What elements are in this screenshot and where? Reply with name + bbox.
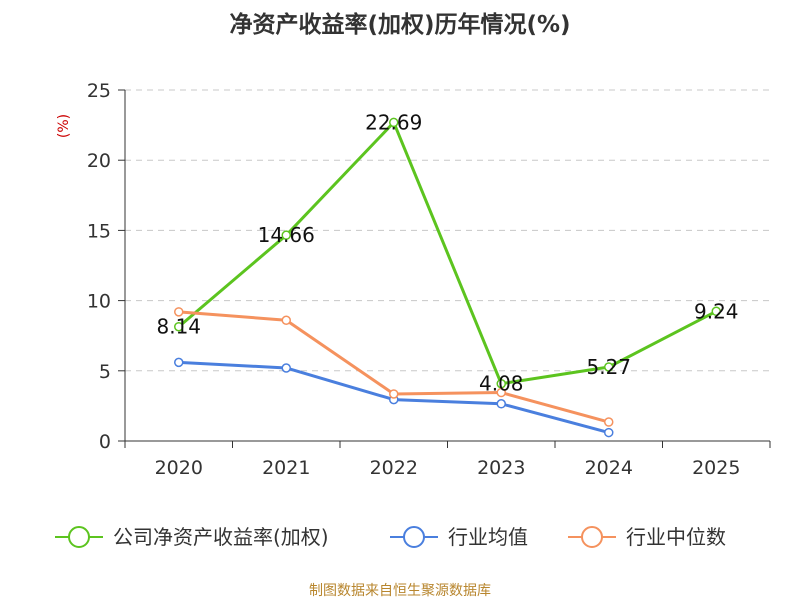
legend[interactable]: 公司净资产收益率(加权) 行业均值 行业中位数 [55,525,726,549]
y-tick-label-5: 5 [99,361,111,383]
y-tick-label-20: 20 [87,150,111,172]
data-label-2024: 5.27 [586,355,631,379]
series-1-point-2020 [174,357,184,368]
data-labels: 8.14 14.66 22.69 4.08 5.27 9.24 [156,110,738,395]
y-tick-label-25: 25 [87,80,111,102]
series-2-point-2023 [496,387,506,398]
x-tick-label-2024: 2024 [585,457,633,479]
series-line-0 [177,120,717,386]
series-1-point-2021 [281,363,291,373]
legend-label-1: 行业均值 [448,525,528,549]
legend-swatch-marker-1 [403,526,425,548]
series-0-point-2023 [496,378,506,389]
data-label-2021: 14.66 [258,223,315,247]
series-1-point-2024 [604,427,614,438]
legend-item-0[interactable]: 公司净资产收益率(加权) [55,525,329,549]
x-tick-label-2022: 2022 [370,457,418,479]
series-layer [174,117,721,438]
x-tick-label-2020: 2020 [155,457,203,479]
x-tick-label-2023: 2023 [477,457,525,479]
grid [125,89,770,372]
data-label-2022: 22.69 [365,110,422,134]
series-2-point-2024 [604,417,614,427]
series-0-point-2024 [604,362,614,372]
series-1-point-2023 [496,399,506,409]
chart-title: 净资产收益率(加权)历年情况(%) [229,11,570,38]
data-label-2020: 8.14 [156,315,201,339]
series-0-point-2022 [389,117,399,128]
legend-swatch-marker-2 [581,526,603,548]
x-tick-label-2021: 2021 [262,457,310,479]
legend-swatch-marker-0 [68,526,90,548]
series-2-point-2021 [281,315,291,326]
series-2-point-2022 [389,389,399,399]
y-axis-label: (%) [56,114,72,138]
series-0-point-2025 [711,306,721,317]
x-tick-label-2025: 2025 [692,457,740,479]
series-0-point-2021 [281,230,291,240]
legend-label-2: 行业中位数 [626,525,726,549]
series-0-point-2020 [174,321,184,332]
y-tick-label-0: 0 [99,431,111,453]
y-tick-label-10: 10 [87,291,111,313]
legend-item-1[interactable]: 行业均值 [390,525,528,549]
series-2-point-2020 [174,307,184,317]
source-note: 制图数据来自恒生聚源数据库 [309,583,491,599]
legend-label-0: 公司净资产收益率(加权) [113,525,329,549]
legend-item-2[interactable]: 行业中位数 [568,525,726,549]
data-label-2023: 4.08 [479,372,524,396]
data-label-2025: 9.24 [694,299,739,323]
y-tick-label-15: 15 [87,220,111,242]
